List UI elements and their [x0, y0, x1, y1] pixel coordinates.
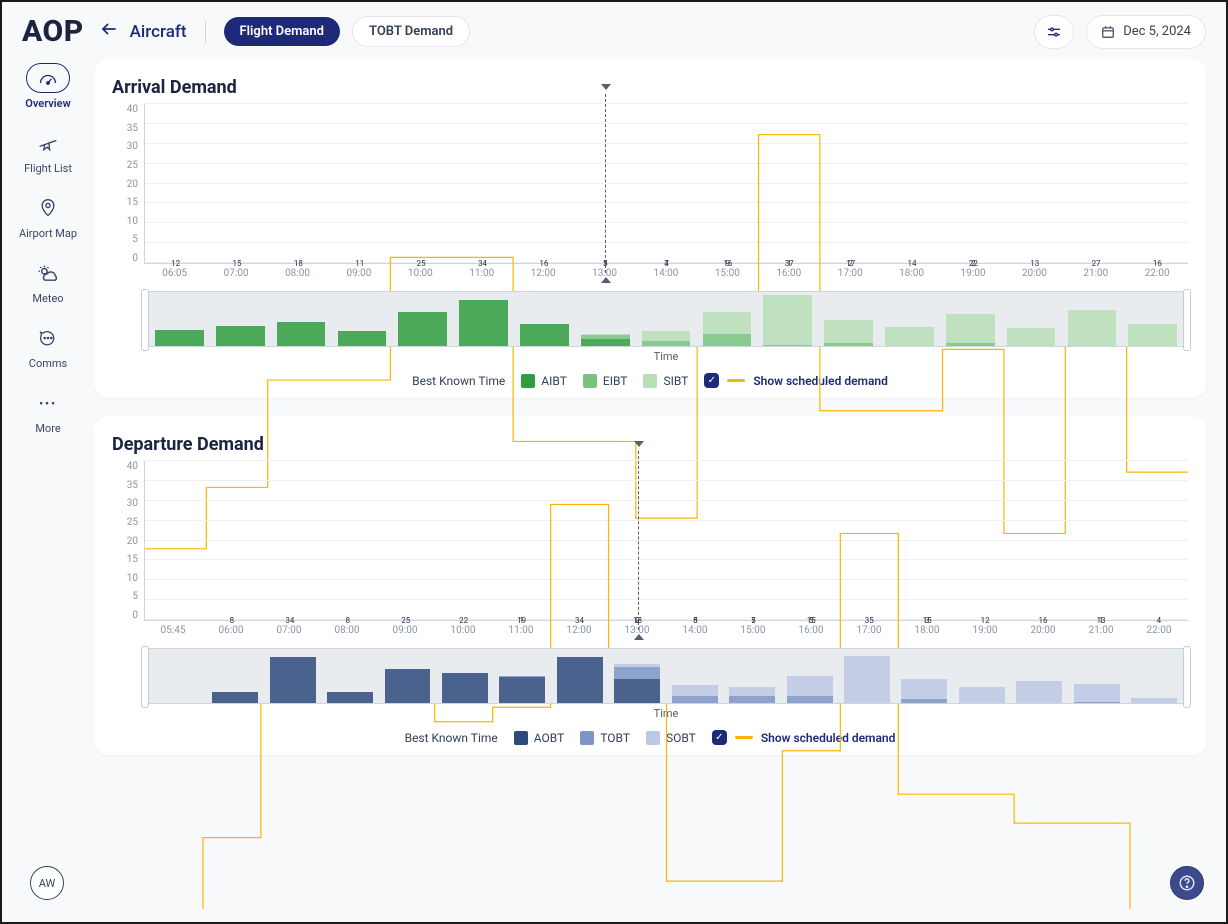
sidebar-item-meteo[interactable]: Meteo — [26, 258, 70, 305]
sidebar-label: More — [35, 422, 60, 435]
legend-swatch — [521, 374, 535, 388]
scheduled-checkbox[interactable]: ✓ — [704, 373, 719, 388]
time-axis-label: Time — [144, 707, 1188, 720]
filter-icon[interactable] — [1034, 15, 1074, 49]
legend-series-label: SOBT — [666, 731, 696, 745]
departure-title: Departure Demand — [112, 434, 1188, 455]
legend-series-label: TOBT — [600, 731, 630, 745]
divider — [205, 21, 206, 43]
map-pin-icon — [38, 198, 58, 218]
overview-handle-right[interactable] — [1183, 289, 1191, 351]
chat-icon — [38, 329, 58, 347]
legend-swatch — [646, 731, 660, 745]
gauge-icon — [38, 70, 58, 86]
sidebar-label: Flight List — [24, 162, 72, 175]
tab-tobt-demand[interactable]: TOBT Demand — [352, 16, 470, 47]
more-icon: ••• — [39, 397, 57, 410]
weather-icon — [37, 264, 59, 282]
legend-bkt-label: Best Known Time — [405, 731, 498, 745]
legend-series-label: EIBT — [603, 374, 628, 388]
sidebar-item-flight-list[interactable]: Flight List — [24, 128, 72, 175]
legend-scheduled-label: Show scheduled demand — [761, 731, 896, 745]
legend-line-swatch — [735, 736, 753, 739]
overview-handle-right[interactable] — [1183, 646, 1191, 708]
back-arrow-icon[interactable] — [100, 20, 118, 43]
legend-swatch — [580, 731, 594, 745]
sidebar-item-more[interactable]: ••• More — [26, 388, 70, 435]
legend-series-label: AOBT — [534, 731, 565, 745]
overview-handle-left[interactable] — [141, 646, 149, 708]
departure-overview-strip[interactable] — [144, 648, 1188, 704]
legend-swatch — [583, 374, 597, 388]
sidebar-label: Comms — [29, 357, 67, 370]
plane-icon — [38, 133, 58, 153]
sidebar-item-comms[interactable]: Comms — [26, 323, 70, 370]
departure-chart[interactable]: 8348252219134189258575153531512161134 — [144, 461, 1188, 621]
arrival-chart[interactable]: 121518112534165314791613721714222132716 — [144, 104, 1188, 264]
legend-series-label: AIBT — [541, 374, 567, 388]
arrival-demand-card: Arrival Demand 4035302520151050 12151811… — [94, 59, 1206, 398]
sidebar-label: Overview — [25, 97, 70, 110]
legend-scheduled-label: Show scheduled demand — [753, 374, 888, 388]
time-axis-label: Time — [144, 350, 1188, 363]
help-icon[interactable] — [1170, 866, 1204, 900]
departure-demand-card: Departure Demand 4035302520151050 834825… — [94, 416, 1206, 755]
date-picker[interactable]: Dec 5, 2024 — [1086, 15, 1206, 49]
legend-line-swatch — [727, 379, 745, 382]
arrival-overview-strip[interactable] — [144, 291, 1188, 347]
tab-flight-demand[interactable]: Flight Demand — [224, 17, 340, 46]
breadcrumb[interactable]: Aircraft — [130, 22, 187, 42]
date-label: Dec 5, 2024 — [1123, 24, 1191, 39]
legend-swatch — [514, 731, 528, 745]
legend-series-label: SIBT — [663, 374, 688, 388]
sidebar-item-airport-map[interactable]: Airport Map — [19, 193, 77, 240]
x-tick: 05:45 — [144, 621, 202, 636]
sidebar-item-overview[interactable]: Overview — [25, 63, 70, 110]
arrival-title: Arrival Demand — [112, 77, 1188, 98]
legend-swatch — [643, 374, 657, 388]
sidebar-label: Meteo — [32, 292, 63, 305]
overview-handle-left[interactable] — [141, 289, 149, 351]
sidebar-label: Airport Map — [19, 227, 77, 240]
avatar[interactable]: AW — [30, 866, 64, 900]
brand-logo: AOP — [22, 14, 84, 49]
scheduled-checkbox[interactable]: ✓ — [712, 730, 727, 745]
legend-bkt-label: Best Known Time — [412, 374, 505, 388]
